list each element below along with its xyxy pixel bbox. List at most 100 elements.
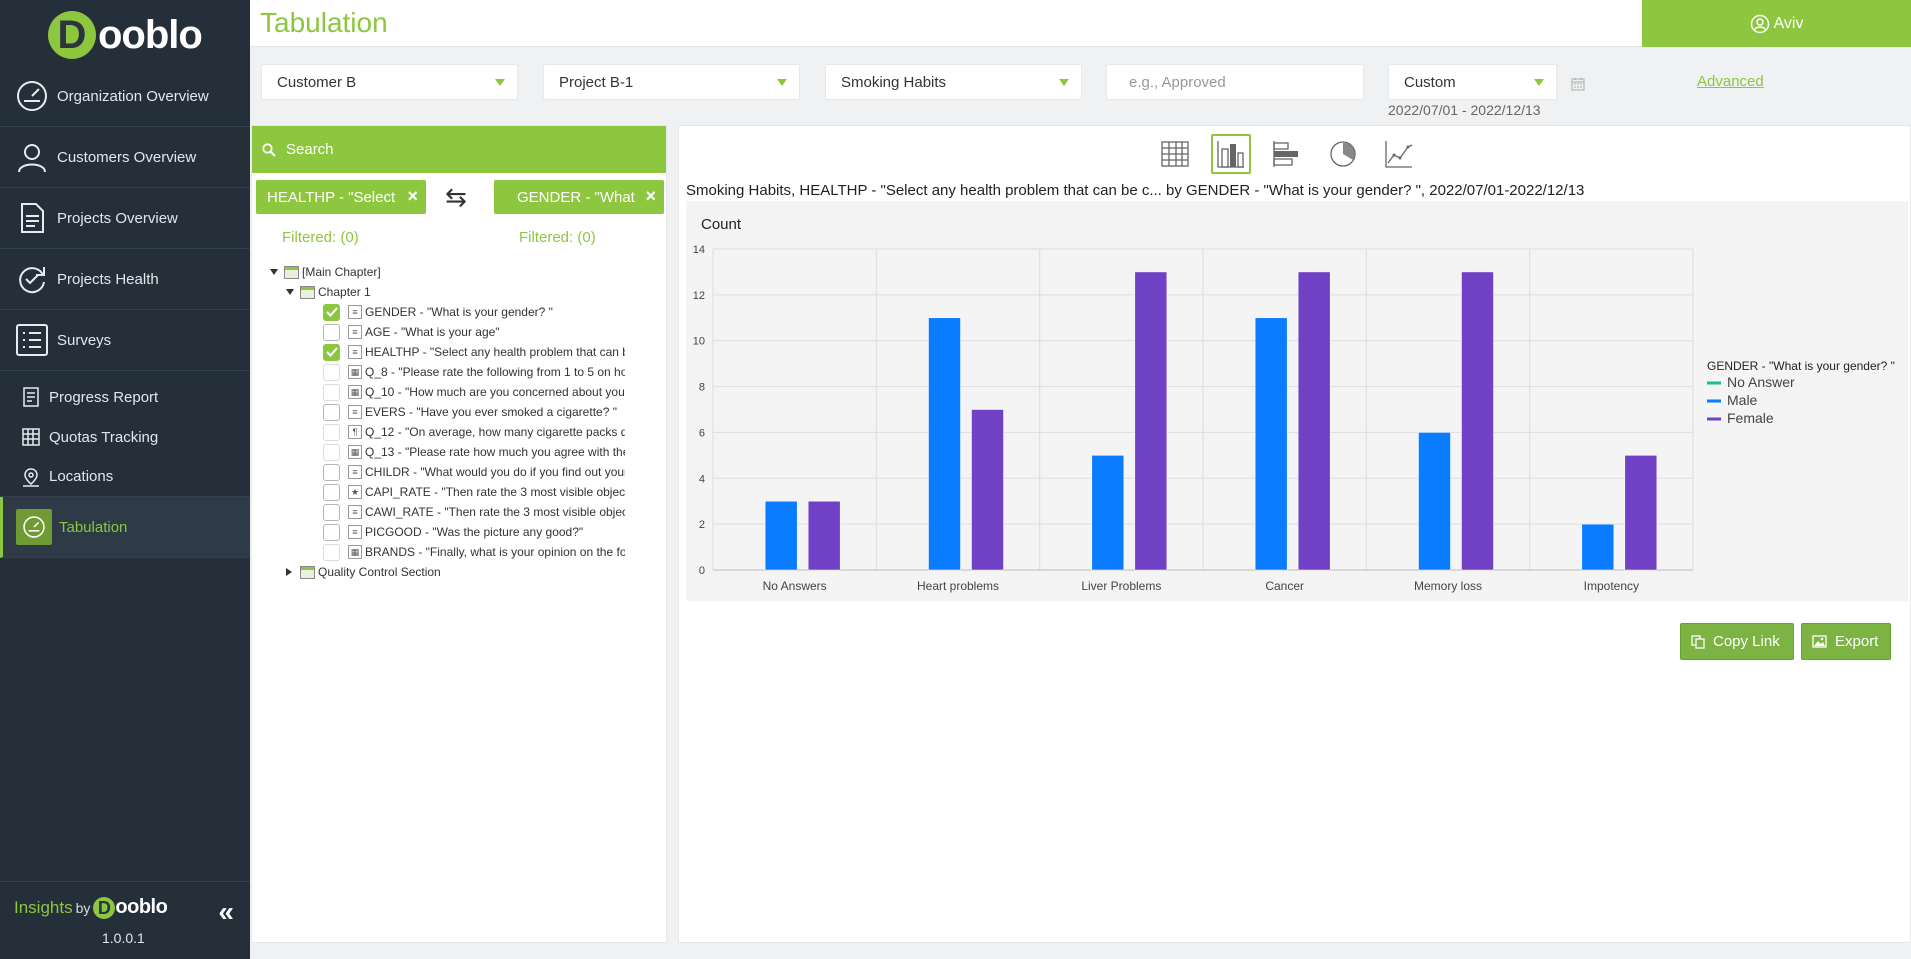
y-tick-label: 12 xyxy=(693,290,705,302)
grid-icon xyxy=(20,426,42,448)
expand-icon[interactable] xyxy=(270,269,278,275)
bar xyxy=(1581,523,1615,571)
remove-column-variable-icon[interactable]: × xyxy=(645,186,656,206)
multi-choice-icon: ≡ xyxy=(348,345,362,359)
checkbox[interactable] xyxy=(323,483,340,501)
y-tick-label: 10 xyxy=(693,336,705,348)
logo-mark: D xyxy=(48,11,96,59)
chevron-down-icon xyxy=(1534,79,1544,86)
remove-row-variable-icon[interactable]: × xyxy=(407,186,418,206)
survey-select[interactable]: Smoking Habits xyxy=(825,64,1082,100)
collapse-sidebar-icon[interactable]: « xyxy=(218,896,234,927)
nav-customers-overview[interactable]: Customers Overview xyxy=(0,127,250,188)
question-label: GENDER - "What is your gender? " xyxy=(365,305,553,319)
crosstab-selection: HEALTHP - "Select × ⇆ GENDER - "What × xyxy=(252,173,666,218)
tree-question[interactable]: ≡ AGE - "What is your age" xyxy=(270,322,650,342)
checkbox xyxy=(323,423,340,441)
column-variable-chip[interactable]: GENDER - "What × xyxy=(494,180,664,214)
export-label: Export xyxy=(1835,633,1879,650)
status-input-placeholder: e.g., Approved xyxy=(1129,73,1226,91)
checkbox xyxy=(323,383,340,401)
tree-label: [Main Chapter] xyxy=(302,265,381,279)
tree-question[interactable]: ≡ GENDER - "What is your gender? " xyxy=(270,302,650,322)
nav-projects-overview[interactable]: Projects Overview xyxy=(0,188,250,249)
tree-question[interactable]: ≡ CAWI_RATE - "Then rate the 3 most visi… xyxy=(270,502,650,522)
pie-chart-button[interactable] xyxy=(1323,134,1363,174)
copy-link-button[interactable]: Copy Link xyxy=(1680,623,1794,660)
swap-axes-icon[interactable]: ⇆ xyxy=(445,182,467,212)
single-choice-icon: ≡ xyxy=(348,325,362,339)
checkbox[interactable] xyxy=(323,343,340,361)
collapsed-arrow-icon[interactable] xyxy=(286,568,292,576)
checkbox[interactable] xyxy=(323,303,340,321)
nav-surveys[interactable]: Surveys xyxy=(0,310,250,371)
tree-question[interactable]: ≡ CHILDR - "What would you do if you fin… xyxy=(270,462,650,482)
chapter-icon xyxy=(300,285,315,299)
nav-label: Customers Overview xyxy=(57,148,197,166)
advanced-link[interactable]: Advanced xyxy=(1697,73,1764,90)
line-chart-icon xyxy=(1385,141,1413,168)
app-logo[interactable]: D ooblo xyxy=(48,8,203,62)
nav-locations[interactable]: Locations xyxy=(0,457,250,497)
checkbox[interactable] xyxy=(323,323,340,341)
single-choice-icon: ≡ xyxy=(348,305,362,319)
tree-question: ▦ Q_8 - "Please rate the following from … xyxy=(270,362,650,382)
horizontal-bar-icon xyxy=(1273,141,1298,167)
horizontal-bar-button[interactable] xyxy=(1267,134,1307,174)
tree-question: ▦ Q_13 - "Please rate how much you agree… xyxy=(270,442,650,462)
chart-area: Count 0 2 4 6 8 10 12 14 No Answers Heart problems… xyxy=(686,201,1908,617)
map-pin-icon xyxy=(20,466,42,488)
tree-quality-control-section[interactable]: Quality Control Section xyxy=(270,562,650,582)
tree-question[interactable]: ≡ EVERS - "Have you ever smoked a cigare… xyxy=(270,402,650,422)
tree-question[interactable]: ★ CAPI_RATE - "Then rate the 3 most visi… xyxy=(270,482,650,502)
legend-item: Female xyxy=(1727,410,1774,426)
expand-icon[interactable] xyxy=(286,289,294,295)
table-view-button[interactable] xyxy=(1155,134,1195,174)
pie-chart-icon xyxy=(1330,141,1356,167)
bar-chart-button[interactable] xyxy=(1211,134,1251,174)
sidebar-nav: Organization Overview Customers Overview… xyxy=(0,66,250,558)
checkbox[interactable] xyxy=(323,463,340,481)
chart-title: Smoking Habits, HEALTHP - "Select any he… xyxy=(686,182,1585,199)
status-input[interactable]: e.g., Approved xyxy=(1106,64,1364,100)
nav-quotas-tracking[interactable]: Quotas Tracking xyxy=(0,417,250,457)
user-icon xyxy=(14,139,50,175)
nav-organization-overview[interactable]: Organization Overview xyxy=(0,66,250,127)
tree-label: Quality Control Section xyxy=(318,565,441,579)
bar xyxy=(1134,271,1168,571)
tree-chapter-1[interactable]: Chapter 1 xyxy=(270,282,650,302)
tree-question[interactable]: ≡ PICGOOD - "Was the picture any good?" xyxy=(270,522,650,542)
x-tick-label: Memory loss xyxy=(1414,579,1482,593)
row-variable-chip[interactable]: HEALTHP - "Select × xyxy=(256,180,426,214)
single-choice-icon: ≡ xyxy=(348,465,362,479)
line-chart-button[interactable] xyxy=(1379,134,1419,174)
chart-panel: Smoking Habits, HEALTHP - "Select any he… xyxy=(678,125,1911,943)
y-tick-label: 6 xyxy=(699,427,705,439)
export-button[interactable]: Export xyxy=(1801,623,1891,660)
nav-projects-health[interactable]: Projects Health xyxy=(0,249,250,310)
checkbox[interactable] xyxy=(323,403,340,421)
search-input[interactable]: Search xyxy=(252,126,666,173)
checkbox[interactable] xyxy=(323,503,340,521)
checkbox[interactable] xyxy=(323,523,340,541)
refresh-icon xyxy=(14,261,50,297)
question-label: BRANDS - "Finally, what is your opinion … xyxy=(365,545,625,559)
calendar-icon[interactable] xyxy=(1571,77,1585,96)
nav-progress-report[interactable]: Progress Report xyxy=(0,377,250,417)
period-select[interactable]: Custom xyxy=(1388,64,1557,100)
checkbox xyxy=(323,543,340,561)
search-placeholder: Search xyxy=(286,141,334,158)
user-menu-button[interactable]: Aviv xyxy=(1642,0,1911,47)
text-question-icon: ¶ xyxy=(348,425,362,439)
bar xyxy=(971,409,1004,571)
tree-question: ▦ BRANDS - "Finally, what is your opinio… xyxy=(270,542,650,562)
tree-question[interactable]: ≡ HEALTHP - "Select any health problem t… xyxy=(270,342,650,362)
report-icon xyxy=(20,386,42,408)
question-label: CAPI_RATE - "Then rate the 3 most visibl… xyxy=(365,485,625,499)
chart-type-toolbar xyxy=(1155,134,1435,174)
nav-tabulation[interactable]: Tabulation xyxy=(0,497,250,558)
logo-text: ooblo xyxy=(98,12,203,57)
tree-main-chapter[interactable]: [Main Chapter] xyxy=(270,262,650,282)
project-select[interactable]: Project B-1 xyxy=(543,64,800,100)
customer-select[interactable]: Customer B xyxy=(261,64,518,100)
